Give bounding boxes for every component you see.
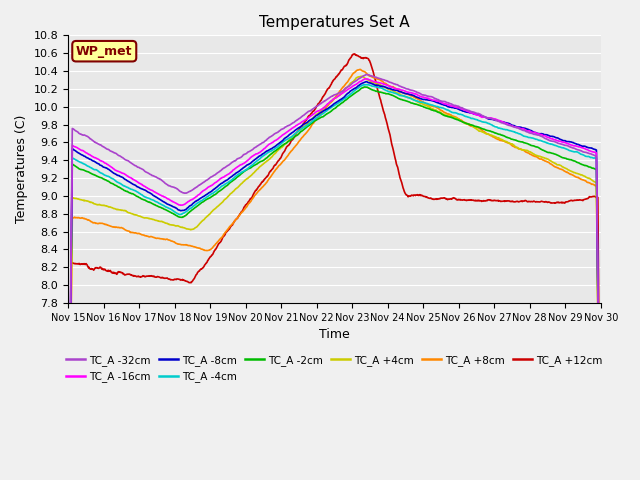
TC_A -16cm [106,163,113,168]
TC_A -4cm [106,174,113,180]
TC_A -16cm [311,110,319,116]
TC_A -32cm [367,73,375,79]
TC_A -16cm [367,78,375,84]
TC_A -8cm [127,180,135,186]
TC_A -32cm [362,72,370,77]
Legend: TC_A -32cm, TC_A -16cm, TC_A -8cm, TC_A -4cm, TC_A -2cm, TC_A +4cm, TC_A +8cm, T: TC_A -32cm, TC_A -16cm, TC_A -8cm, TC_A … [62,351,607,386]
TC_A -2cm [290,134,298,140]
TC_A -2cm [311,118,319,124]
TC_A -8cm [301,121,309,127]
TC_A +12cm [290,134,298,140]
Line: TC_A -32cm: TC_A -32cm [68,74,601,480]
TC_A +8cm [301,132,309,137]
TC_A -16cm [290,124,298,130]
TC_A +4cm [106,204,113,210]
TC_A +8cm [367,74,375,80]
TC_A -8cm [311,114,319,120]
TC_A -4cm [301,124,309,130]
TC_A -16cm [127,175,135,180]
TC_A +12cm [367,63,375,69]
TC_A +12cm [311,107,319,113]
Line: TC_A +12cm: TC_A +12cm [68,54,601,480]
TC_A +4cm [301,123,309,129]
TC_A +4cm [127,211,135,216]
TC_A +4cm [311,113,319,119]
Line: TC_A +4cm: TC_A +4cm [68,76,601,480]
TC_A -4cm [367,83,375,89]
TC_A +8cm [127,229,135,235]
TC_A -8cm [106,167,113,173]
Line: TC_A +8cm: TC_A +8cm [68,70,601,480]
TC_A -16cm [362,76,369,82]
TC_A +8cm [311,119,319,124]
TC_A -32cm [127,160,135,166]
TC_A -2cm [127,191,135,196]
TC_A +8cm [356,67,364,72]
TC_A +8cm [106,223,113,228]
TC_A -8cm [362,79,370,84]
TC_A -4cm [127,186,135,192]
TC_A -2cm [301,126,309,132]
Title: Temperatures Set A: Temperatures Set A [259,15,410,30]
TC_A -16cm [301,117,309,123]
Line: TC_A -2cm: TC_A -2cm [68,87,601,480]
TC_A -32cm [311,105,319,111]
TC_A -32cm [301,111,309,117]
TC_A -2cm [367,87,375,93]
TC_A +12cm [127,272,135,277]
TC_A +12cm [301,119,309,124]
Line: TC_A -8cm: TC_A -8cm [68,82,601,480]
Line: TC_A -16cm: TC_A -16cm [68,79,601,480]
TC_A -2cm [106,179,113,185]
TC_A +12cm [106,268,113,274]
TC_A -4cm [290,132,298,137]
TC_A -8cm [290,129,298,134]
Y-axis label: Temperatures (C): Temperatures (C) [15,115,28,223]
TC_A -2cm [360,84,368,90]
TC_A -32cm [290,120,298,125]
TC_A +4cm [358,73,366,79]
Text: WP_met: WP_met [76,45,132,58]
TC_A -32cm [106,147,113,153]
Line: TC_A -4cm: TC_A -4cm [68,84,601,480]
TC_A -4cm [311,116,319,122]
X-axis label: Time: Time [319,328,349,341]
TC_A -4cm [364,82,371,87]
TC_A +12cm [351,51,358,57]
TC_A -8cm [367,81,375,86]
TC_A +4cm [367,79,375,85]
TC_A +8cm [290,145,298,151]
TC_A +4cm [290,132,298,138]
